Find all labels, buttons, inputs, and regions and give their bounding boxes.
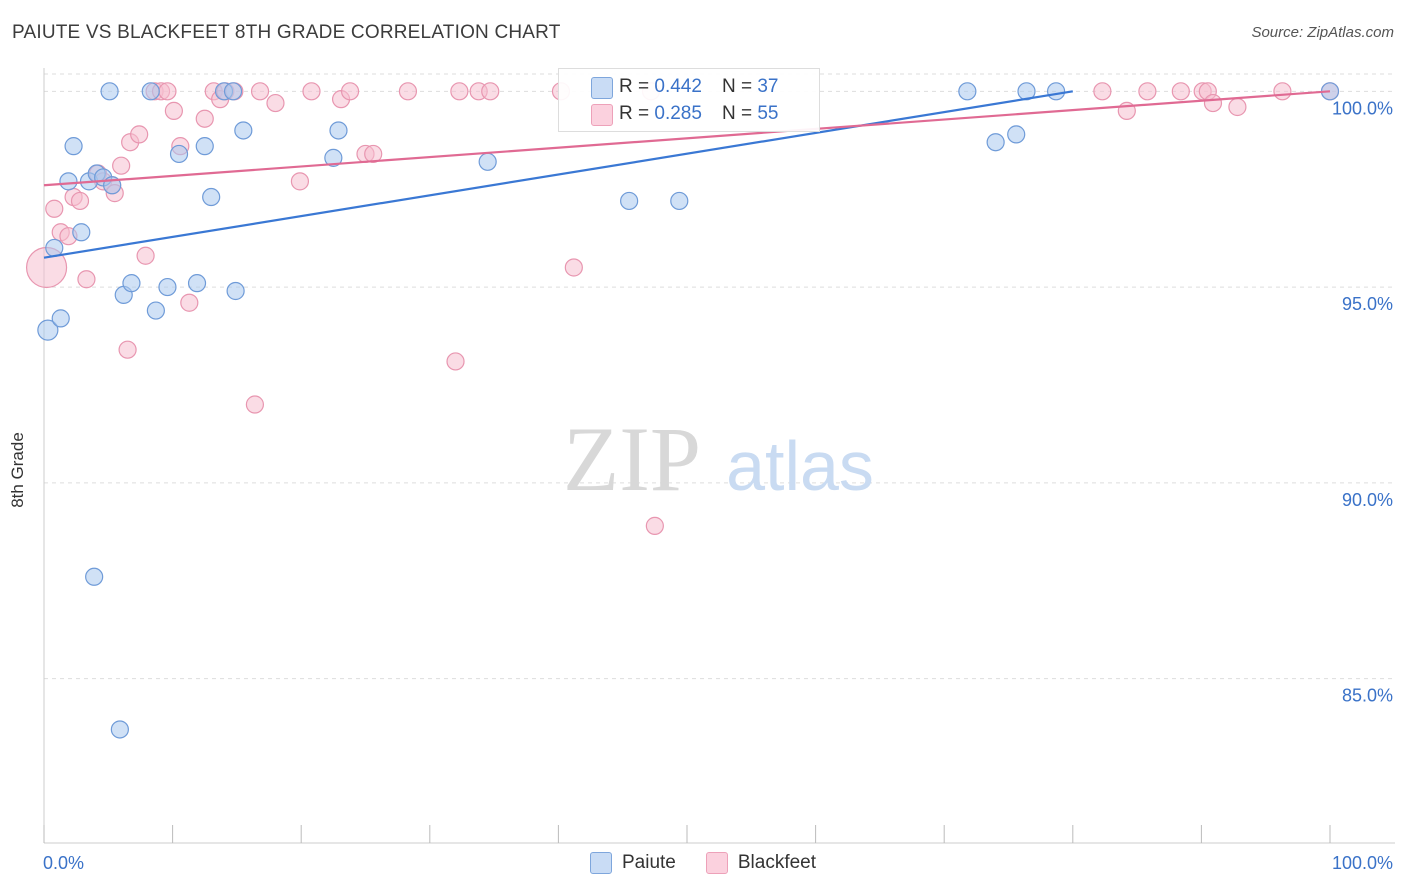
source-label: Source: ZipAtlas.com xyxy=(1251,24,1394,41)
paiute-point xyxy=(1007,125,1026,144)
paiute-point xyxy=(37,319,59,341)
paiute-point xyxy=(141,82,160,101)
blackfeet-point xyxy=(250,82,270,101)
paiute-point xyxy=(187,274,207,293)
blackfeet-point xyxy=(118,340,137,359)
paiute-point xyxy=(329,121,348,140)
chart-legend: Paiute Blackfeet xyxy=(0,852,1406,874)
legend-label: Blackfeet xyxy=(737,852,817,873)
paiute-point xyxy=(64,137,83,156)
chart-title: PAIUTE VS BLACKFEET 8TH GRADE CORRELATIO… xyxy=(12,22,561,43)
blackfeet-point xyxy=(130,125,149,144)
blackfeet-point xyxy=(136,246,155,265)
blackfeet-point xyxy=(164,101,183,120)
legend-item-blackfeet[interactable]: Blackfeet xyxy=(705,852,817,874)
blackfeet-point xyxy=(645,516,664,535)
paiute-swatch xyxy=(589,852,612,874)
paiute-point xyxy=(1046,82,1066,101)
paiute-point xyxy=(146,301,165,320)
axes xyxy=(43,68,1395,844)
legend-item-paiute[interactable]: Paiute xyxy=(589,852,676,874)
paiute-point xyxy=(85,567,104,586)
blackfeet-point xyxy=(398,82,418,101)
paiute-point xyxy=(958,82,977,101)
paiute-points xyxy=(37,82,1340,739)
stats-row-paiute: R = 0.442 N = 37 xyxy=(591,74,779,100)
paiute-point xyxy=(478,152,497,171)
stats-legend: R = 0.442 N = 37 R = 0.285 N = 55 xyxy=(558,68,820,132)
paiute-point xyxy=(110,720,129,739)
blackfeet-point xyxy=(340,82,360,101)
paiute-trend-line xyxy=(43,90,1073,259)
y-tick-label: 90.0% xyxy=(1342,490,1393,510)
blackfeet-point xyxy=(1273,82,1292,101)
paiute-point xyxy=(45,238,64,258)
blackfeet-point xyxy=(158,82,177,101)
blackfeet-point xyxy=(564,258,583,277)
blackfeet-point xyxy=(77,270,96,289)
blackfeet-point xyxy=(1093,82,1112,101)
y-tick-label: 100.0% xyxy=(1332,98,1393,118)
paiute-point xyxy=(195,137,214,156)
paiute-point xyxy=(202,187,221,207)
blackfeet-point xyxy=(45,199,64,218)
paiute-point xyxy=(620,191,639,211)
paiute-point xyxy=(324,148,343,167)
n-value: 37 xyxy=(757,76,779,97)
blackfeet-point xyxy=(245,395,265,414)
x-tick-label: 100.0% xyxy=(1332,853,1393,873)
paiute-swatch xyxy=(591,77,613,99)
blackfeet-point xyxy=(112,156,131,175)
blackfeet-point xyxy=(446,352,465,371)
blackfeet-point xyxy=(1203,93,1223,113)
blackfeet-point xyxy=(70,191,90,211)
n-label: N = xyxy=(721,76,753,97)
blackfeet-point xyxy=(364,144,383,164)
paiute-point xyxy=(169,144,189,164)
blackfeet-swatch xyxy=(591,104,613,126)
paiute-point xyxy=(51,309,70,328)
stats-row-blackfeet: R = 0.285 N = 55 xyxy=(591,101,779,127)
watermark-zip: ZIP xyxy=(563,408,701,510)
y-tick-label: 95.0% xyxy=(1342,294,1393,314)
paiute-point xyxy=(122,274,141,293)
r-label: R = xyxy=(619,103,650,124)
paiute-point xyxy=(234,121,253,140)
paiute-point xyxy=(223,82,243,101)
paiute-point xyxy=(59,172,78,191)
n-value: 55 xyxy=(757,103,779,124)
n-label: N = xyxy=(721,103,753,124)
blackfeet-point xyxy=(1171,82,1190,101)
paiute-point xyxy=(72,223,91,242)
blackfeet-point xyxy=(481,82,500,101)
tick-labels: 100.0% 95.0% 90.0% 85.0% 0.0% 100.0% xyxy=(43,98,1393,873)
paiute-point xyxy=(226,281,245,301)
paiute-point xyxy=(670,191,689,211)
blackfeet-point xyxy=(302,82,321,101)
watermark: ZIP atlas xyxy=(563,408,874,510)
blackfeet-point xyxy=(195,109,214,128)
r-label: R = xyxy=(619,76,650,97)
r-value: 0.442 xyxy=(654,76,702,97)
blackfeet-point xyxy=(290,172,310,191)
blackfeet-point xyxy=(266,93,285,113)
watermark-atlas: atlas xyxy=(726,427,874,505)
paiute-point xyxy=(986,133,1005,152)
legend-label: Paiute xyxy=(621,852,676,873)
r-value: 0.285 xyxy=(654,103,702,124)
gridlines xyxy=(44,73,1395,680)
y-tick-label: 85.0% xyxy=(1342,686,1393,706)
blackfeet-points xyxy=(25,82,1340,535)
trend-lines xyxy=(43,90,1331,259)
blackfeet-point xyxy=(180,293,199,312)
x-tick-label: 0.0% xyxy=(43,853,84,873)
blackfeet-point xyxy=(450,82,469,101)
blackfeet-trend-line xyxy=(43,90,1331,187)
paiute-point xyxy=(158,277,177,297)
paiute-point xyxy=(100,82,119,101)
blackfeet-point xyxy=(1138,82,1157,101)
blackfeet-point xyxy=(1228,97,1247,117)
blackfeet-swatch xyxy=(705,852,728,874)
